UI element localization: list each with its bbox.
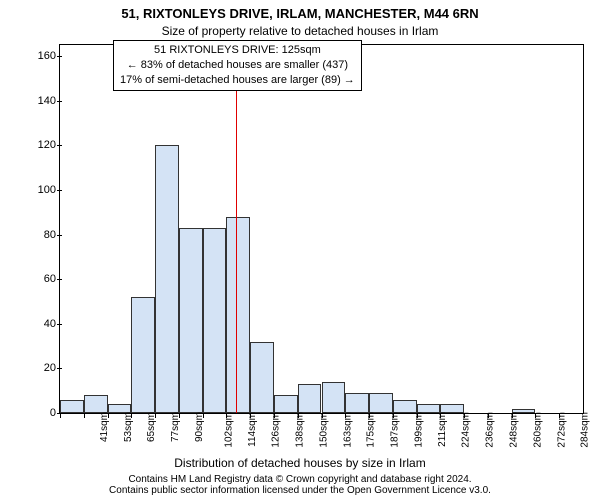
histogram-bar bbox=[369, 393, 393, 413]
chart-container: 51, RIXTONLEYS DRIVE, IRLAM, MANCHESTER,… bbox=[0, 0, 600, 500]
x-tick-label: 77sqm bbox=[170, 412, 181, 442]
footer-line2: Contains public sector information licen… bbox=[0, 485, 600, 496]
x-tick-label: 102sqm bbox=[223, 412, 234, 448]
annotation-line2: ← 83% of detached houses are smaller (43… bbox=[120, 58, 355, 73]
x-tick-label: 150sqm bbox=[318, 412, 329, 448]
x-tick-label: 114sqm bbox=[246, 412, 257, 447]
y-tick: 160 bbox=[28, 50, 56, 62]
x-tick-label: 211sqm bbox=[437, 412, 448, 447]
x-tick-label: 41sqm bbox=[99, 412, 110, 442]
x-tick-label: 248sqm bbox=[509, 412, 520, 448]
annotation-line3: 17% of semi-detached houses are larger (… bbox=[120, 73, 355, 88]
histogram-bar bbox=[345, 393, 369, 413]
x-tick-label: 53sqm bbox=[123, 412, 134, 442]
footer: Contains HM Land Registry data © Crown c… bbox=[0, 474, 600, 496]
chart-title: 51, RIXTONLEYS DRIVE, IRLAM, MANCHESTER,… bbox=[0, 6, 600, 21]
x-tick-label: 272sqm bbox=[556, 412, 567, 448]
x-tick-label: 224sqm bbox=[461, 412, 472, 448]
x-tick-label: 187sqm bbox=[390, 412, 401, 448]
x-tick-label: 138sqm bbox=[295, 412, 306, 448]
histogram-bar bbox=[393, 400, 417, 413]
y-tick: 120 bbox=[28, 139, 56, 151]
x-tick-label: 126sqm bbox=[271, 412, 282, 448]
chart-subtitle: Size of property relative to detached ho… bbox=[0, 24, 600, 38]
x-tick-label: 163sqm bbox=[342, 412, 353, 448]
histogram-bar bbox=[322, 382, 346, 413]
histogram-bar bbox=[226, 217, 250, 413]
reference-line bbox=[236, 45, 237, 413]
histogram-bar bbox=[179, 228, 203, 413]
annotation-line1: 51 RIXTONLEYS DRIVE: 125sqm bbox=[120, 43, 355, 58]
histogram-bar bbox=[298, 384, 322, 413]
y-tick: 0 bbox=[28, 407, 56, 419]
y-tick: 140 bbox=[28, 95, 56, 107]
x-tick-mark bbox=[60, 413, 61, 418]
x-tick-label: 284sqm bbox=[580, 412, 591, 448]
annotation-box: 51 RIXTONLEYS DRIVE: 125sqm ← 83% of det… bbox=[113, 40, 362, 91]
histogram-bar bbox=[131, 297, 155, 413]
histogram-bar bbox=[274, 395, 298, 413]
x-tick-label: 175sqm bbox=[366, 412, 377, 448]
y-tick: 60 bbox=[28, 273, 56, 285]
x-tick-label: 260sqm bbox=[532, 412, 543, 448]
x-tick-label: 199sqm bbox=[414, 412, 425, 448]
histogram-bar bbox=[155, 145, 179, 413]
x-tick-label: 236sqm bbox=[485, 412, 496, 448]
x-tick-mark bbox=[84, 413, 85, 418]
histogram-bar bbox=[60, 400, 84, 413]
histogram-bar bbox=[250, 342, 274, 413]
y-tick: 100 bbox=[28, 184, 56, 196]
x-tick-label: 90sqm bbox=[194, 412, 205, 442]
histogram-bar bbox=[84, 395, 108, 413]
y-tick: 20 bbox=[28, 362, 56, 374]
y-tick: 40 bbox=[28, 318, 56, 330]
plot-area: 02040608010012014016041sqm53sqm65sqm77sq… bbox=[59, 44, 584, 414]
x-axis-label: Distribution of detached houses by size … bbox=[0, 456, 600, 470]
y-tick: 80 bbox=[28, 229, 56, 241]
x-tick-label: 65sqm bbox=[146, 412, 157, 442]
footer-line1: Contains HM Land Registry data © Crown c… bbox=[0, 474, 600, 485]
histogram-bar bbox=[203, 228, 227, 413]
